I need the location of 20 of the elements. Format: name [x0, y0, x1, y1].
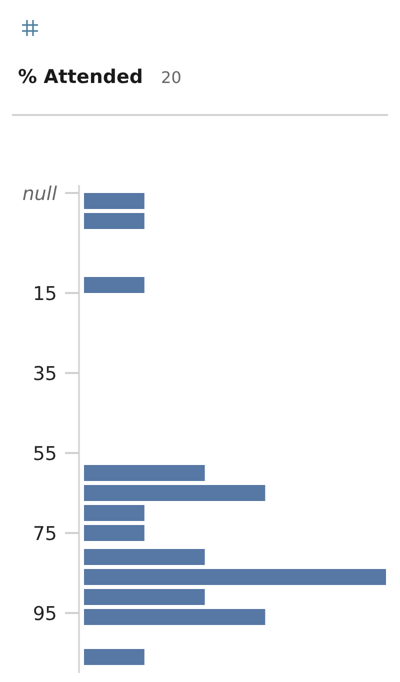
bar	[84, 213, 144, 229]
bar	[84, 589, 205, 605]
bar	[84, 193, 144, 209]
chart-subtitle: 20	[161, 68, 182, 87]
bar	[84, 505, 144, 521]
bar	[84, 525, 144, 541]
y-tick-label: 75	[32, 523, 57, 545]
bar	[84, 485, 266, 501]
y-tick-label: 35	[32, 363, 57, 385]
bar	[84, 277, 144, 293]
chart-title: % Attended	[18, 66, 144, 88]
bar	[84, 609, 266, 625]
y-tick-label: null	[22, 183, 58, 205]
bar	[84, 465, 205, 481]
y-tick-label: 55	[32, 443, 57, 465]
bar	[84, 649, 144, 665]
bar	[84, 569, 386, 585]
y-tick-label: 95	[32, 603, 57, 625]
bar	[84, 549, 205, 565]
y-tick-label: 15	[32, 283, 57, 305]
